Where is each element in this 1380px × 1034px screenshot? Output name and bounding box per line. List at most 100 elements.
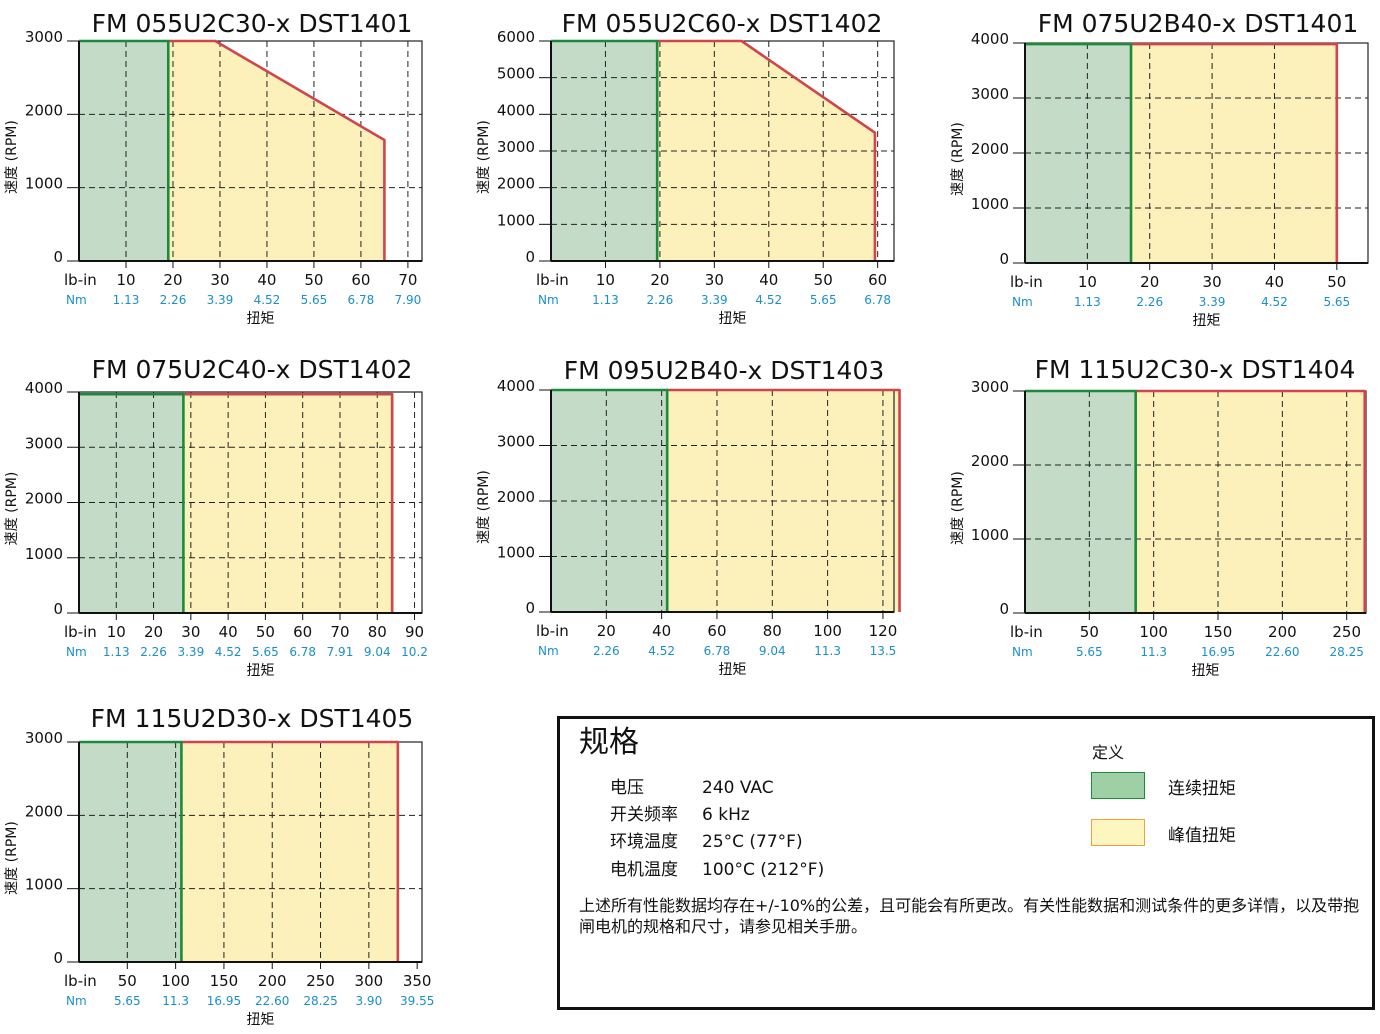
x-tick-label-lb: 40 <box>257 271 276 289</box>
x-unit-nm-label: Nm <box>1012 295 1033 309</box>
x-tick-label-nm: 3.39 <box>177 645 204 659</box>
x-tick-label-nm: 16.95 <box>1201 645 1235 659</box>
legend-peak-swatch <box>1091 819 1145 846</box>
y-tick-label: 2000 <box>497 175 535 193</box>
peak-torque-area <box>1131 44 1337 263</box>
x-tick-label-nm: 22.60 <box>1265 645 1299 659</box>
chart-6: FM 115U2C30-x DST1404 0 2000 3000 1000 lb-in N… <box>950 355 1367 679</box>
chart-title: FM 095U2B40-x DST1403 <box>564 356 885 385</box>
y-axis-label: 速度 (RPM) <box>4 472 20 546</box>
x-tick-label-lb: 40 <box>1265 273 1284 291</box>
spec-row-ambient-temperature: 环境温度 25°C (77°F) <box>610 831 803 853</box>
spec-label: 环境温度 <box>610 832 678 852</box>
y-axis-label: 速度 (RPM) <box>950 122 966 196</box>
spec-panel: 规格 电压 240 VAC 开关频率 6 kHz 环境温度 25°C (77°F) 电… <box>557 716 1375 1010</box>
continuous-torque-area <box>551 390 668 612</box>
y-tick-label: 3000 <box>497 138 535 156</box>
x-tick-label-nm: 3.39 <box>207 293 234 307</box>
y-tick-label: 0 <box>525 599 535 617</box>
x-tick-label-nm: 4.52 <box>648 644 675 658</box>
x-tick-label-nm: 9.04 <box>364 645 391 659</box>
chart-1: FM 055U2C30-x DST1401 0 1000 2000 3000 lb-in N… <box>4 9 423 327</box>
x-unit-nm-label: Nm <box>538 293 559 307</box>
x-tick-label-lb: 90 <box>405 623 424 641</box>
continuous-torque-curve <box>551 39 659 261</box>
x-tick-label-lb: 120 <box>869 622 898 640</box>
x-tick-label-lb: 50 <box>1327 273 1346 291</box>
continuous-torque-area <box>1025 391 1136 613</box>
x-tick-label-nm: 1.13 <box>103 645 130 659</box>
continuous-torque-curve <box>1025 42 1133 263</box>
continuous-torque-area <box>1025 44 1132 263</box>
y-tick-label: 6000 <box>497 28 535 46</box>
x-axis-label: 扭矩 <box>247 311 275 327</box>
x-tick-label-lb: 100 <box>1139 623 1168 641</box>
x-tick-label-lb: 300 <box>355 972 384 990</box>
x-tick-label-nm: 22.60 <box>255 994 289 1008</box>
x-tick-label-nm: 1.13 <box>592 293 619 307</box>
chart-title: FM 075U2B40-x DST1401 <box>1038 9 1359 38</box>
peak-torque-area <box>1135 391 1365 613</box>
x-tick-label-lb: 50 <box>304 271 323 289</box>
y-tick-label: 4000 <box>497 101 535 119</box>
y-tick-label: 0 <box>525 248 535 266</box>
y-tick-label: 0 <box>999 600 1009 618</box>
x-tick-label-lb: 250 <box>306 972 335 990</box>
y-tick-label: 5000 <box>497 65 535 83</box>
continuous-torque-curve <box>1025 389 1137 613</box>
spec-label: 电机温度 <box>610 860 678 880</box>
legend-continuous-label: 连续扭矩 <box>1168 779 1236 799</box>
x-tick-label-lb: 70 <box>330 623 349 641</box>
chart-title: FM 055U2C30-x DST1401 <box>92 9 413 38</box>
x-tick-label-lb: 80 <box>763 622 782 640</box>
x-tick-label-lb: 30 <box>705 271 724 289</box>
x-unit-nm-label: Nm <box>1012 645 1033 659</box>
x-tick-label-nm: 3.90 <box>355 994 382 1008</box>
x-tick-label-lb: 20 <box>1140 273 1159 291</box>
x-tick-label-lb: 80 <box>368 623 387 641</box>
legend-title: 定义 <box>1092 743 1125 762</box>
x-tick-label-lb: 10 <box>116 271 135 289</box>
peak-torque-curve <box>667 388 901 612</box>
y-axis-label: 速度 (RPM) <box>4 120 20 194</box>
y-tick-label: 4000 <box>25 379 63 397</box>
x-tick-label-lb: 20 <box>650 271 669 289</box>
y-tick-label: 1000 <box>497 211 535 229</box>
x-tick-label-nm: 6.78 <box>348 293 375 307</box>
x-tick-label-lb: 10 <box>596 271 615 289</box>
x-tick-label-lb: 30 <box>1203 273 1222 291</box>
chart-title: FM 055U2C60-x DST1402 <box>562 9 883 38</box>
x-axis-label: 扭矩 <box>1192 663 1220 679</box>
x-tick-label-lb: 50 <box>814 271 833 289</box>
chart-2: FM 055U2C60-x DST1402 0 1000 2000 3000 4000 50… <box>476 9 895 327</box>
x-tick-label-lb: 20 <box>163 271 182 289</box>
chart-7: FM 115U2D30-x DST1405 0 1000 2000 3000 lb-in N… <box>4 704 434 1028</box>
spec-note: 上述所有性能数据均存在+/-10%的公差，且可能会有所更改。有关性能数据和测试条… <box>579 896 1360 936</box>
y-axis-label: 速度 (RPM) <box>476 120 492 194</box>
x-tick-label-nm: 7.90 <box>395 293 422 307</box>
chart-3: FM 075U2B40-x DST1401 0 1000 2000 3000 4000 lb… <box>950 9 1369 329</box>
x-axis-label: 扭矩 <box>719 311 747 327</box>
x-tick-label-nm: 9.04 <box>759 644 786 658</box>
y-tick-label: 1000 <box>25 175 63 193</box>
y-tick-label: 3000 <box>971 378 1009 396</box>
x-tick-label-lb: 60 <box>293 623 312 641</box>
x-tick-label-lb: 10 <box>1078 273 1097 291</box>
x-tick-label-nm: 5.65 <box>114 994 141 1008</box>
y-tick-label: 3000 <box>25 434 63 452</box>
y-tick-label: 1000 <box>25 545 63 563</box>
x-tick-label-lb: 250 <box>1332 623 1361 641</box>
x-tick-label-nm: 11.3 <box>814 644 841 658</box>
x-tick-label-nm: 4.52 <box>215 645 242 659</box>
spec-value: 100°C (212°F) <box>702 860 825 880</box>
chart-title: FM 115U2D30-x DST1405 <box>91 704 414 733</box>
continuous-torque-area <box>79 41 169 261</box>
x-tick-label-lb: 350 <box>403 972 432 990</box>
x-tick-label-nm: 2.26 <box>1136 295 1163 309</box>
x-unit-lb-label: lb-in <box>536 622 569 640</box>
spec-label: 电压 <box>610 778 644 798</box>
x-unit-lb-label: lb-in <box>1010 273 1043 291</box>
continuous-torque-curve <box>551 388 669 612</box>
x-unit-lb-label: lb-in <box>64 972 97 990</box>
x-tick-label-lb: 20 <box>597 622 616 640</box>
